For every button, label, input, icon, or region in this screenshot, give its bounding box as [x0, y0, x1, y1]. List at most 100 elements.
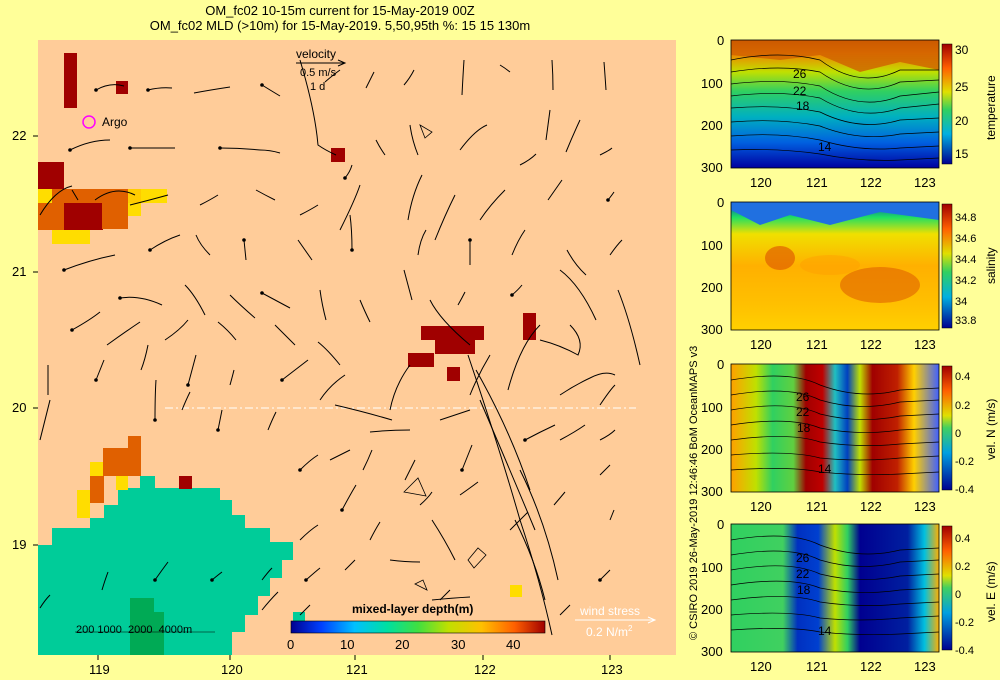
mld-tick: 30: [451, 637, 466, 652]
side-y-tick: 0: [717, 517, 725, 532]
map-x-tick: 123: [601, 662, 623, 677]
side-x-tick: 122: [860, 659, 882, 674]
side-x-tick: 123: [914, 659, 936, 674]
side-x-tick: 122: [860, 337, 882, 352]
current-trajectories: [39, 59, 641, 636]
depth-scale-label: 200 1000 2000 4000m: [76, 624, 193, 636]
side-x-tick: 121: [806, 337, 828, 352]
side-y-tick: 100: [701, 400, 723, 415]
side-y-tick: 0: [717, 357, 725, 372]
temperature-panel: [730, 39, 953, 169]
wind-stress-title: wind stress: [580, 604, 641, 618]
vele-cb-tick: 0: [955, 589, 962, 601]
contour-label: 14: [818, 624, 832, 638]
velocity-legend-duration: 1 d: [310, 81, 326, 93]
vel-e-panel: [730, 523, 953, 653]
map-y-tick: 21: [12, 264, 27, 279]
wind-stress-value: 0.2 N/m2: [586, 624, 633, 639]
vel-n-panel: [730, 363, 953, 493]
veln-cb-tick: -0.2: [955, 456, 974, 468]
map-title-line2: OM_fc02 MLD (>10m) for 15-May-2019. 5,50…: [149, 18, 531, 33]
contour-label: 26: [796, 390, 810, 404]
temp-cb-tick: 20: [955, 114, 969, 128]
salinity-panel: [730, 201, 953, 331]
side-x-tick: 123: [914, 337, 936, 352]
side-y-tick: 300: [701, 484, 723, 499]
side-x-tick: 123: [914, 499, 936, 514]
map-y-tick: 19: [12, 537, 27, 552]
mld-colorbar: [290, 620, 546, 634]
map-y-tick: 20: [12, 400, 27, 415]
side-x-tick: 123: [914, 175, 936, 190]
sal-cb-tick: 34.4: [955, 254, 977, 266]
contour-label: 26: [796, 551, 810, 565]
side-y-tick: 200: [701, 280, 723, 295]
side-y-tick: 300: [701, 160, 723, 175]
map-x-tick: 122: [474, 662, 496, 677]
side-y-tick: 100: [701, 238, 723, 253]
map-title-line1: OM_fc02 10-15m current for 15-May-2019 0…: [205, 3, 475, 18]
contour-label: 22: [796, 405, 810, 419]
argo-label: Argo: [102, 115, 128, 129]
mld-tick: 10: [340, 637, 355, 652]
veln-cb-label: vel. N (m/s): [984, 398, 998, 460]
side-x-tick: 120: [750, 337, 772, 352]
side-x-tick: 120: [750, 499, 772, 514]
sal-cb-tick: 34.2: [955, 275, 977, 287]
side-panels: [730, 39, 953, 653]
mld-colorbar-title: mixed-layer depth(m): [352, 602, 474, 616]
side-x-tick: 121: [806, 499, 828, 514]
map-y-tick: 22: [12, 128, 27, 143]
vele-cb-tick: -0.2: [955, 617, 974, 629]
sal-cb-tick: 34.8: [955, 212, 977, 224]
temp-cb-tick: 25: [955, 80, 969, 94]
vele-cb-label: vel. E (m/s): [984, 561, 998, 622]
map-x-tick: 120: [221, 662, 243, 677]
vele-cb-tick: 0.4: [955, 533, 971, 545]
vele-cb-tick: 0.2: [955, 561, 971, 573]
side-x-tick: 120: [750, 659, 772, 674]
contour-label: 14: [818, 462, 832, 476]
mld-tick: 0: [287, 637, 295, 652]
mld-tick: 20: [395, 637, 410, 652]
contour-label: 22: [793, 84, 807, 98]
map-frame-ticks: [33, 135, 611, 660]
credit-text: © CSIRO 2019 26-May-2019 12:46:46 BoM Oc…: [688, 345, 700, 640]
reef-outlines: [403, 124, 487, 591]
side-y-tick: 300: [701, 644, 723, 659]
veln-cb-tick: 0: [955, 428, 962, 440]
side-y-tick: 200: [701, 442, 723, 457]
sal-cb-tick: 34.6: [955, 233, 977, 245]
side-y-tick: 200: [701, 602, 723, 617]
contour-label: 22: [796, 567, 810, 581]
velocity-legend-title: velocity: [296, 47, 337, 61]
contour-label: 26: [793, 67, 807, 81]
side-x-tick: 122: [860, 499, 882, 514]
side-y-tick: 100: [701, 560, 723, 575]
contour-label: 18: [796, 99, 810, 113]
side-x-tick: 120: [750, 175, 772, 190]
contour-label: 14: [818, 140, 832, 154]
side-y-tick: 300: [701, 322, 723, 337]
side-x-tick: 121: [806, 175, 828, 190]
mld-tick: 40: [506, 637, 521, 652]
mld-cells: [38, 53, 536, 597]
veln-cb-tick: -0.4: [955, 484, 974, 496]
vele-cb-tick: -0.4: [955, 645, 974, 657]
temp-cb-tick: 30: [955, 43, 969, 57]
side-x-tick: 122: [860, 175, 882, 190]
map-x-tick: 121: [346, 662, 368, 677]
side-y-tick: 200: [701, 118, 723, 133]
temp-cb-tick: 15: [955, 147, 969, 161]
veln-cb-tick: 0.4: [955, 371, 971, 383]
sal-cb-label: salinity: [984, 247, 998, 284]
side-y-tick: 0: [717, 33, 725, 48]
trajectory-start-dots: [62, 83, 610, 582]
argo-marker: [82, 115, 96, 129]
side-y-tick: 0: [717, 195, 725, 210]
sal-cb-tick: 34: [955, 296, 968, 308]
contour-label: 18: [797, 583, 811, 597]
temp-cb-label: temperature: [984, 75, 998, 140]
sal-cb-tick: 33.8: [955, 315, 977, 327]
side-x-tick: 121: [806, 659, 828, 674]
